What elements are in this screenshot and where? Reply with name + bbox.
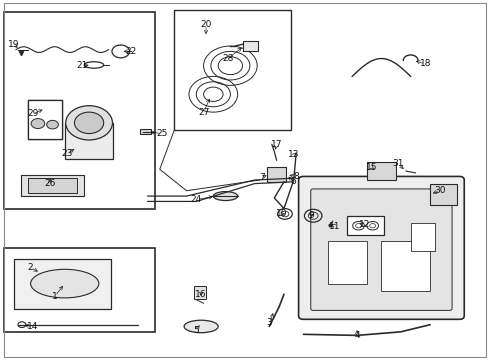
Text: 20: 20: [200, 20, 212, 29]
Text: 27: 27: [198, 108, 209, 117]
Text: 22: 22: [125, 47, 136, 56]
Bar: [21, 175, 84, 196]
Text: 1: 1: [52, 292, 58, 301]
FancyBboxPatch shape: [298, 176, 464, 319]
Bar: [4, 248, 155, 332]
Text: 15: 15: [366, 163, 377, 172]
Bar: [28, 100, 62, 139]
Text: 12: 12: [359, 220, 370, 229]
Text: 13: 13: [288, 150, 299, 159]
FancyBboxPatch shape: [311, 189, 452, 310]
Text: 10: 10: [276, 210, 287, 219]
Bar: [367, 162, 396, 180]
Bar: [28, 178, 77, 193]
Text: 19: 19: [8, 40, 19, 49]
Text: 3: 3: [267, 318, 272, 327]
Circle shape: [47, 120, 58, 129]
Text: 21: 21: [76, 61, 88, 70]
Text: 16: 16: [196, 290, 207, 299]
Bar: [140, 129, 151, 134]
Bar: [194, 286, 206, 298]
Circle shape: [74, 112, 104, 134]
Text: 31: 31: [392, 159, 404, 168]
Bar: [411, 223, 435, 251]
Text: 25: 25: [156, 129, 168, 138]
Text: 2: 2: [28, 263, 33, 272]
Bar: [347, 216, 384, 235]
Bar: [14, 258, 111, 309]
Text: 28: 28: [222, 54, 234, 63]
Text: 9: 9: [308, 211, 314, 220]
Text: 7: 7: [259, 173, 265, 182]
Circle shape: [31, 118, 45, 129]
Ellipse shape: [30, 269, 99, 298]
Ellipse shape: [184, 320, 218, 333]
Text: 26: 26: [45, 179, 56, 188]
Ellipse shape: [213, 192, 238, 201]
Bar: [267, 167, 287, 182]
Text: 17: 17: [271, 140, 282, 149]
Bar: [381, 241, 430, 291]
Text: 6: 6: [291, 177, 296, 186]
Bar: [65, 123, 114, 158]
Bar: [430, 184, 457, 205]
Circle shape: [18, 322, 26, 328]
Text: 11: 11: [329, 222, 341, 231]
Text: 23: 23: [61, 149, 73, 158]
Bar: [4, 12, 155, 208]
Text: 24: 24: [191, 195, 202, 204]
Text: 5: 5: [194, 325, 199, 334]
Bar: [28, 100, 62, 139]
Text: 29: 29: [27, 109, 39, 118]
Bar: [243, 41, 258, 51]
Text: 30: 30: [434, 186, 445, 195]
Circle shape: [66, 106, 113, 140]
Text: 14: 14: [27, 322, 39, 331]
Bar: [345, 210, 389, 237]
Text: 4: 4: [354, 331, 360, 340]
Bar: [174, 10, 291, 130]
Bar: [328, 241, 367, 284]
Text: 18: 18: [419, 59, 431, 68]
Text: 8: 8: [294, 172, 299, 181]
